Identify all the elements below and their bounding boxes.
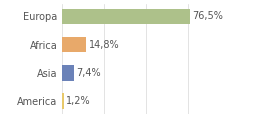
Text: 1,2%: 1,2% [66, 96, 90, 106]
Text: 14,8%: 14,8% [88, 40, 119, 50]
Text: 7,4%: 7,4% [76, 68, 101, 78]
Bar [62, 37, 87, 52]
Bar [62, 65, 74, 81]
Text: 76,5%: 76,5% [192, 11, 223, 21]
Bar [62, 93, 64, 109]
Bar [62, 9, 190, 24]
